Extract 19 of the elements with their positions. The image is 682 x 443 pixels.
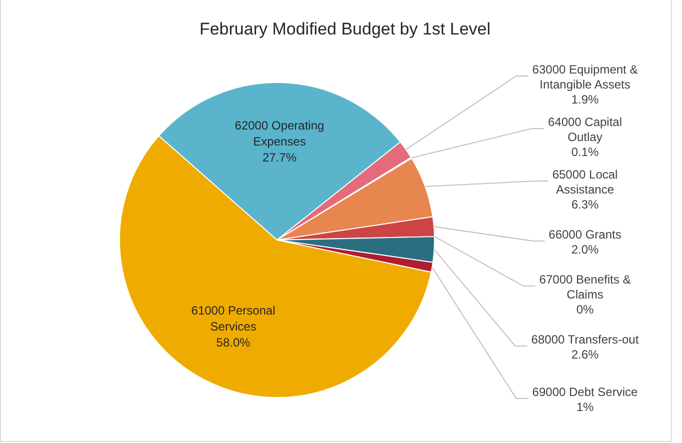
text: 0% xyxy=(576,302,594,316)
slice-label: 68000 Transfers-out xyxy=(531,332,640,346)
data-label: 0.1% xyxy=(571,144,599,159)
data-label: 27.7% xyxy=(262,150,297,165)
slice-label: 63000 Equipment & Intangible Assets xyxy=(532,62,638,92)
data-label: 58.0% xyxy=(216,336,251,350)
data-label: 1.9% xyxy=(571,92,599,106)
data-label: 1% xyxy=(576,400,594,414)
data-label: 6.3% xyxy=(571,197,599,212)
slice-label: 61000 Personal Services xyxy=(191,304,276,334)
slice-label: 66000 Grants xyxy=(548,227,622,242)
slice-label: 64000 Capital Outlay xyxy=(548,114,622,144)
chart-title: February Modified Budget by 1st Level xyxy=(199,20,491,39)
data-label: 2.6% xyxy=(571,347,599,362)
data-label: 2.0% xyxy=(571,242,599,256)
slice-label: 69000 Debt Service xyxy=(532,384,638,399)
slice-label: 62000 Operating Expenses xyxy=(234,118,324,149)
category-label: 67000 Benefits & Claims xyxy=(539,272,631,302)
slice-label: 65000 Local Assistance xyxy=(552,167,618,196)
